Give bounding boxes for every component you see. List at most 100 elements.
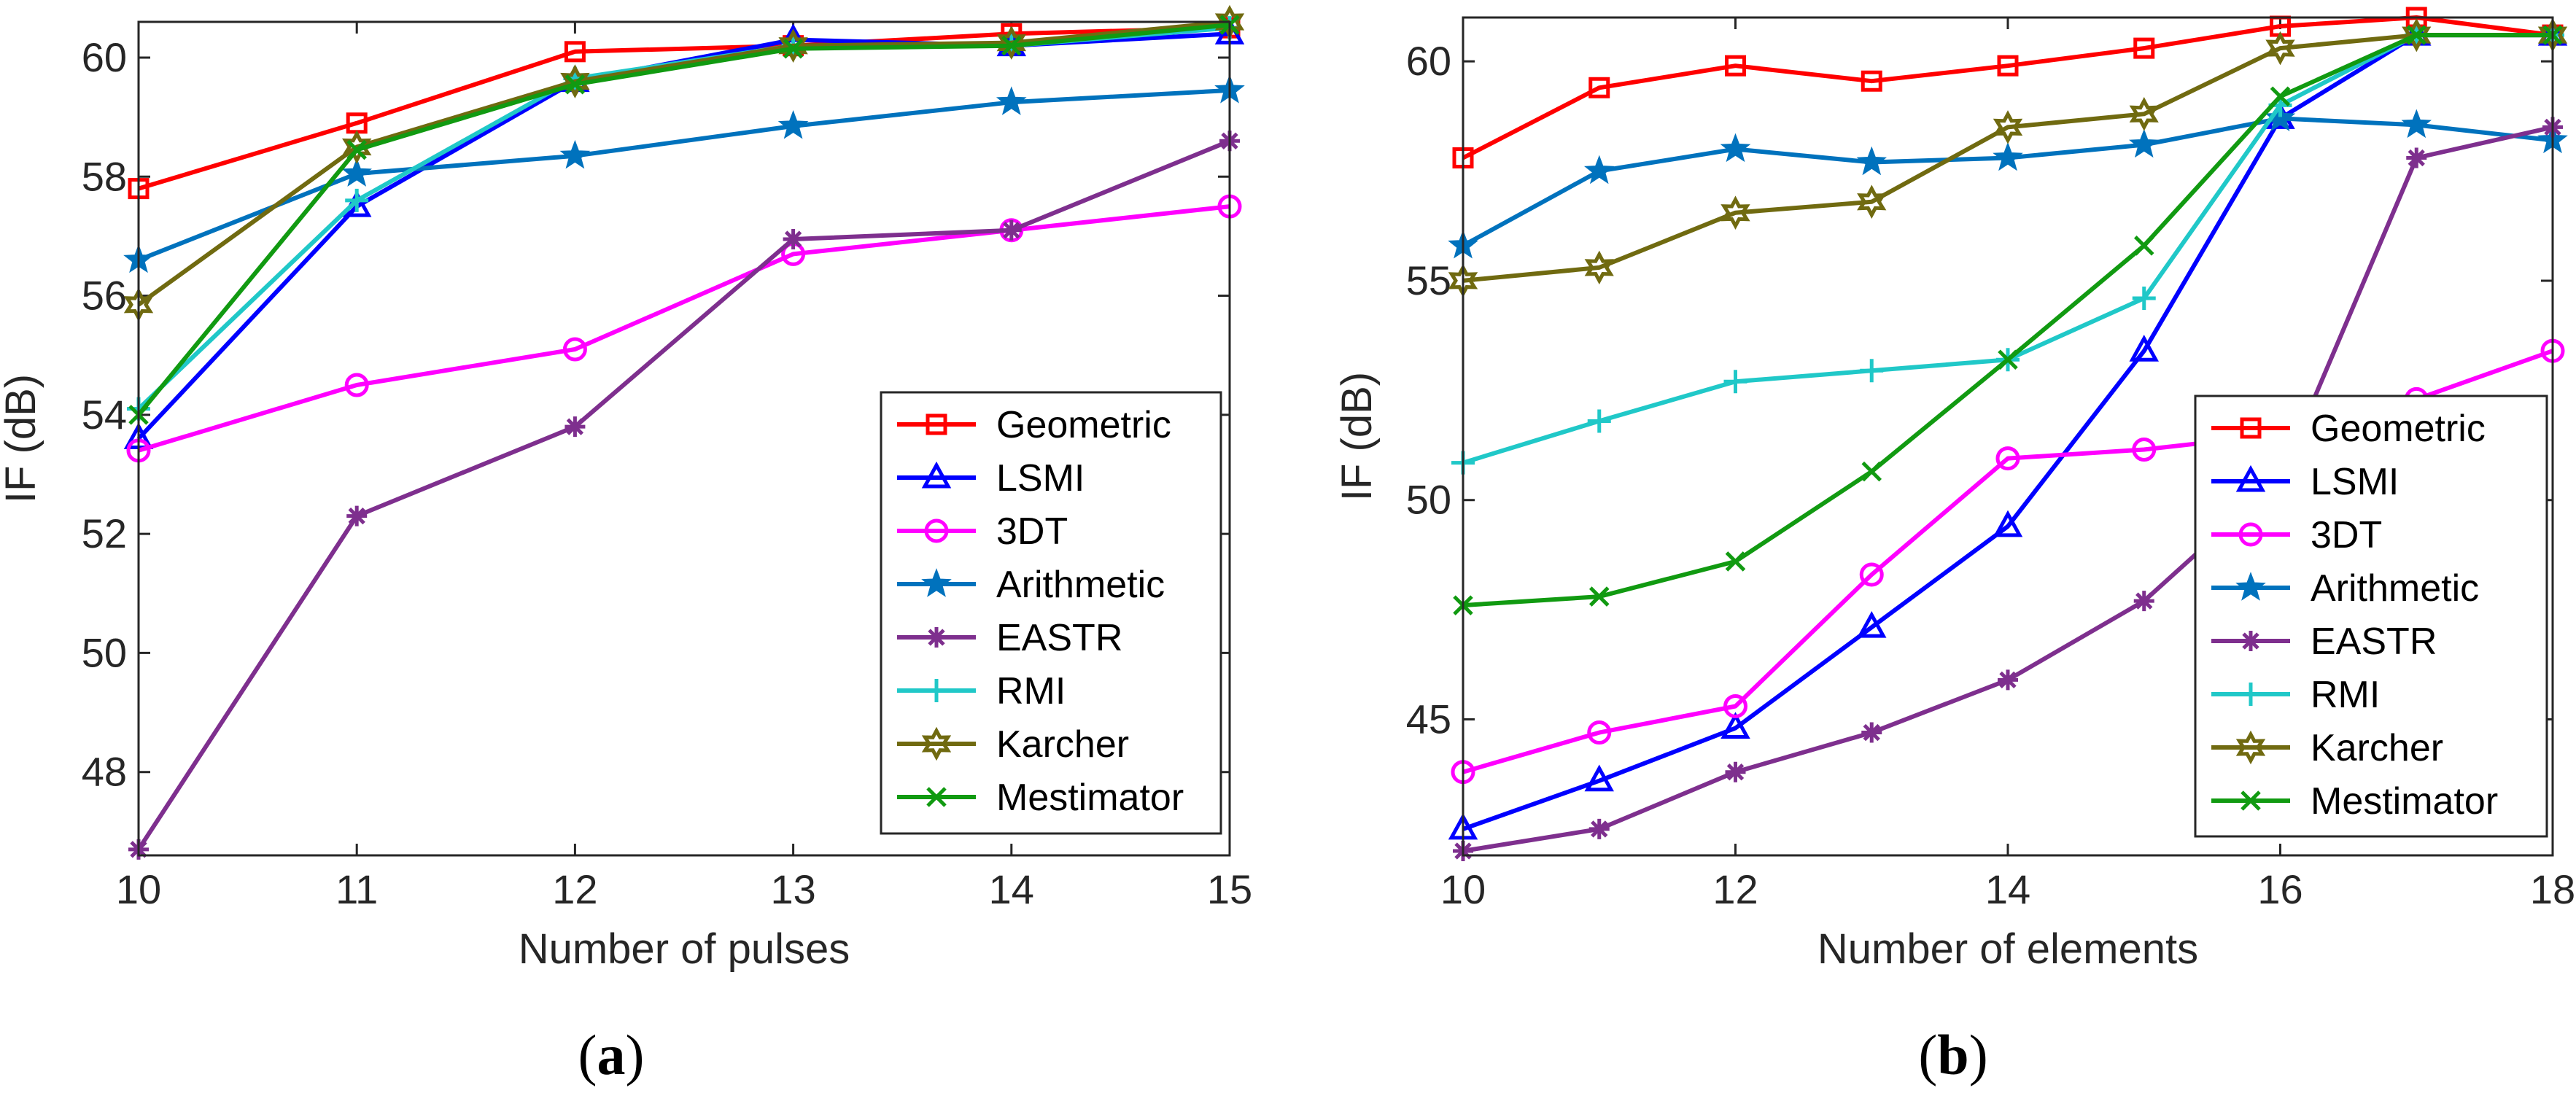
data-point-mestimator bbox=[2133, 236, 2154, 256]
data-point-mestimator bbox=[2406, 25, 2427, 45]
data-point-eastr bbox=[1861, 722, 1882, 743]
axes-frame bbox=[137, 20, 1231, 857]
legend-entry-karcher: Karcher bbox=[897, 723, 1129, 766]
data-point-lsmi bbox=[1720, 712, 1750, 739]
legend-label: Mestimator bbox=[2311, 780, 2498, 823]
data-point-karcher bbox=[1993, 110, 2023, 144]
legend-marker bbox=[2240, 417, 2262, 439]
data-point-karcher bbox=[1584, 250, 1614, 285]
y-tick-label: 60 bbox=[82, 34, 127, 80]
series-line-mestimator bbox=[136, 23, 1230, 416]
legend-label: Arithmetic bbox=[996, 564, 1165, 606]
legend-marker bbox=[2241, 631, 2261, 651]
legend-label: 3DT bbox=[2311, 514, 2382, 556]
legend-label: EASTR bbox=[2311, 621, 2437, 663]
legend-marker bbox=[2241, 790, 2261, 811]
data-point-mestimator bbox=[565, 74, 586, 95]
y-tick-label: 48 bbox=[82, 749, 127, 795]
data-point-arithmetic bbox=[341, 158, 373, 187]
data-point-eastr bbox=[783, 228, 804, 249]
series-line-lsmi bbox=[1462, 33, 2553, 831]
legend-entry-rmi: RMI bbox=[897, 670, 1066, 712]
data-point-arithmetic bbox=[777, 110, 809, 139]
legend-label: RMI bbox=[996, 670, 1066, 712]
legend-marker bbox=[924, 518, 949, 543]
data-point-karcher bbox=[1857, 184, 1887, 219]
data-point-arithmetic bbox=[2128, 128, 2160, 158]
legend-marker bbox=[2235, 572, 2266, 601]
x-tick-label: 12 bbox=[552, 866, 597, 912]
legend-label: 3DT bbox=[996, 510, 1068, 553]
y-tick-label: 60 bbox=[1406, 38, 1451, 84]
data-point-mestimator bbox=[1001, 35, 1022, 56]
legend-entry-arithmetic: Arithmetic bbox=[2211, 567, 2479, 610]
x-tick-label: 14 bbox=[1985, 866, 2030, 912]
legend-box bbox=[2194, 395, 2548, 838]
series-karcher bbox=[123, 4, 1245, 322]
data-point-3dt bbox=[1587, 720, 1612, 745]
data-point-arithmetic bbox=[1856, 146, 1887, 176]
data-point-mestimator bbox=[1725, 551, 1746, 572]
series-line-arithmetic bbox=[137, 88, 1230, 263]
data-point-eastr bbox=[2406, 147, 2427, 168]
legend-entry-geometric: Geometric bbox=[897, 404, 1171, 446]
panel-label-a: (a) bbox=[578, 1023, 645, 1087]
legend-entry-lsmi: LSMI bbox=[897, 457, 1085, 500]
legend-marker bbox=[925, 679, 948, 702]
data-point-mestimator bbox=[1861, 461, 1882, 482]
data-point-arithmetic bbox=[996, 86, 1027, 115]
legend-marker bbox=[2238, 522, 2263, 547]
legend-label: RMI bbox=[2311, 674, 2380, 716]
data-point-lsmi bbox=[1993, 510, 2023, 537]
data-point-geometric bbox=[1725, 55, 1746, 77]
data-point-karcher bbox=[2265, 31, 2295, 66]
data-point-mestimator bbox=[783, 38, 804, 59]
legend-entry-arithmetic: Arithmetic bbox=[897, 564, 1165, 606]
legend: Geometric LSMI 3DT Arithmetic EASTR RMI Karche… bbox=[880, 391, 1222, 835]
legend-label: Geometric bbox=[996, 404, 1171, 446]
legend-entry-eastr: EASTR bbox=[2211, 621, 2437, 663]
x-tick-label: 14 bbox=[989, 866, 1034, 912]
legend-entry-karcher: Karcher bbox=[2211, 727, 2443, 769]
data-point-mestimator bbox=[346, 139, 367, 160]
data-point-3dt bbox=[344, 373, 369, 397]
data-point-geometric bbox=[1588, 77, 1610, 98]
y-tick-label: 54 bbox=[82, 392, 127, 438]
data-point-3dt bbox=[1995, 446, 2020, 471]
data-point-eastr bbox=[1001, 219, 1022, 241]
legend-entry-3dt: 3DT bbox=[897, 510, 1068, 553]
data-point-lsmi bbox=[2129, 335, 2159, 362]
legend-label: Arithmetic bbox=[2311, 567, 2479, 610]
data-point-lsmi bbox=[1584, 764, 1614, 792]
legend-marker bbox=[926, 413, 947, 435]
legend-entry-eastr: EASTR bbox=[897, 617, 1122, 659]
chart-b: 10 12 14 16 18 45 50 55 60 Number of elements IF (… bbox=[1333, 7, 2575, 973]
x-axis-label: Number of elements bbox=[1817, 925, 2198, 973]
y-tick-label: 50 bbox=[82, 629, 127, 675]
legend-label: Mestimator bbox=[996, 777, 1184, 819]
data-point-mestimator bbox=[1998, 349, 2018, 370]
data-point-mestimator bbox=[1588, 586, 1610, 607]
data-point-geometric bbox=[1861, 70, 1882, 92]
x-tick-label: 13 bbox=[770, 866, 815, 912]
panel-label-b: (b) bbox=[1918, 1023, 1987, 1087]
x-tick-label: 15 bbox=[1207, 866, 1252, 912]
legend-label: LSMI bbox=[996, 457, 1085, 500]
axes-frame bbox=[1462, 16, 2554, 857]
data-point-arithmetic bbox=[2401, 109, 2432, 139]
data-point-eastr bbox=[1725, 761, 1746, 782]
data-point-3dt bbox=[562, 337, 587, 362]
data-point-eastr bbox=[1588, 818, 1610, 839]
legend-marker bbox=[2235, 730, 2266, 765]
chart-a: 10 11 12 13 14 15 48 50 52 54 56 58 60 Number of puls… bbox=[0, 4, 1252, 973]
x-axis-label: Number of pulses bbox=[519, 925, 850, 973]
series-line-geometric bbox=[1462, 15, 2553, 160]
legend-label: Geometric bbox=[2311, 408, 2486, 450]
legend-entry-3dt: 3DT bbox=[2211, 514, 2382, 556]
data-point-arithmetic bbox=[559, 139, 591, 169]
y-tick-label: 50 bbox=[1406, 477, 1451, 523]
data-point-eastr bbox=[2133, 591, 2154, 612]
data-point-3dt bbox=[1723, 693, 1747, 718]
legend-label: Karcher bbox=[2311, 727, 2443, 769]
x-tick-label: 11 bbox=[335, 866, 378, 912]
